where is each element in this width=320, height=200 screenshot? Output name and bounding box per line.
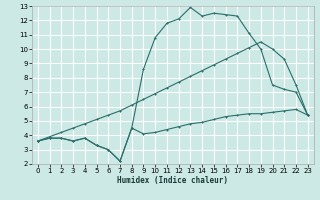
- X-axis label: Humidex (Indice chaleur): Humidex (Indice chaleur): [117, 176, 228, 185]
